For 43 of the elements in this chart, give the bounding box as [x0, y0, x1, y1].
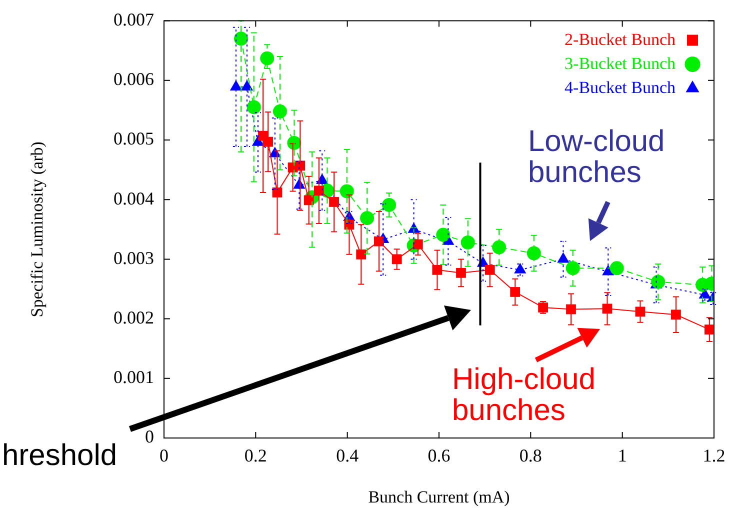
- point: [432, 264, 442, 275]
- legend-label: 4-Bucket Bunch: [564, 78, 676, 97]
- x-tick-label: 0.2: [244, 446, 267, 466]
- y-tick-label: 0.002: [114, 308, 154, 328]
- point: [671, 310, 681, 320]
- legend-label: 3-Bucket Bunch: [564, 54, 676, 73]
- annotation: Low-cloud bunches: [528, 125, 666, 189]
- text: hreshold: [2, 439, 118, 472]
- y-tick-label: 0.003: [114, 248, 154, 268]
- point: [272, 104, 287, 118]
- x-tick-label: 1.2: [702, 446, 726, 466]
- y-tick-label: 0.001: [114, 367, 154, 388]
- x-tick-label: 0.8: [519, 446, 542, 466]
- point: [510, 287, 520, 297]
- annotation: High-cloud bunches: [452, 363, 596, 427]
- point: [492, 240, 506, 254]
- y-tick-label: 0: [145, 426, 154, 447]
- point: [329, 197, 339, 207]
- x-tick-label: 0: [160, 446, 168, 466]
- point: [360, 211, 374, 226]
- y-tick-label: 0.004: [114, 188, 154, 208]
- y-tick-label: 0.007: [114, 10, 154, 30]
- legend-label: 2-Bucket Bunch: [564, 30, 676, 49]
- point: [566, 261, 580, 276]
- point: [456, 268, 466, 278]
- point: [234, 32, 248, 46]
- x-tick-label: 0.4: [336, 446, 359, 466]
- y-tick-label: 0.006: [114, 69, 154, 90]
- y-axis-title: Specific Luminosity (arb): [28, 142, 47, 318]
- point: [460, 236, 475, 250]
- point: [484, 264, 495, 275]
- y-tick-label: 0.005: [114, 128, 154, 149]
- point: [246, 100, 261, 114]
- point: [436, 228, 450, 242]
- point: [260, 51, 274, 66]
- point: [651, 274, 666, 289]
- point: [526, 246, 541, 260]
- x-axis-title: Bunch Current (mA): [368, 487, 510, 506]
- point: [610, 261, 624, 276]
- x-tick-label: 0.6: [428, 446, 450, 466]
- point: [382, 198, 396, 212]
- point: [356, 249, 366, 260]
- x-tick-label: 1: [618, 446, 627, 466]
